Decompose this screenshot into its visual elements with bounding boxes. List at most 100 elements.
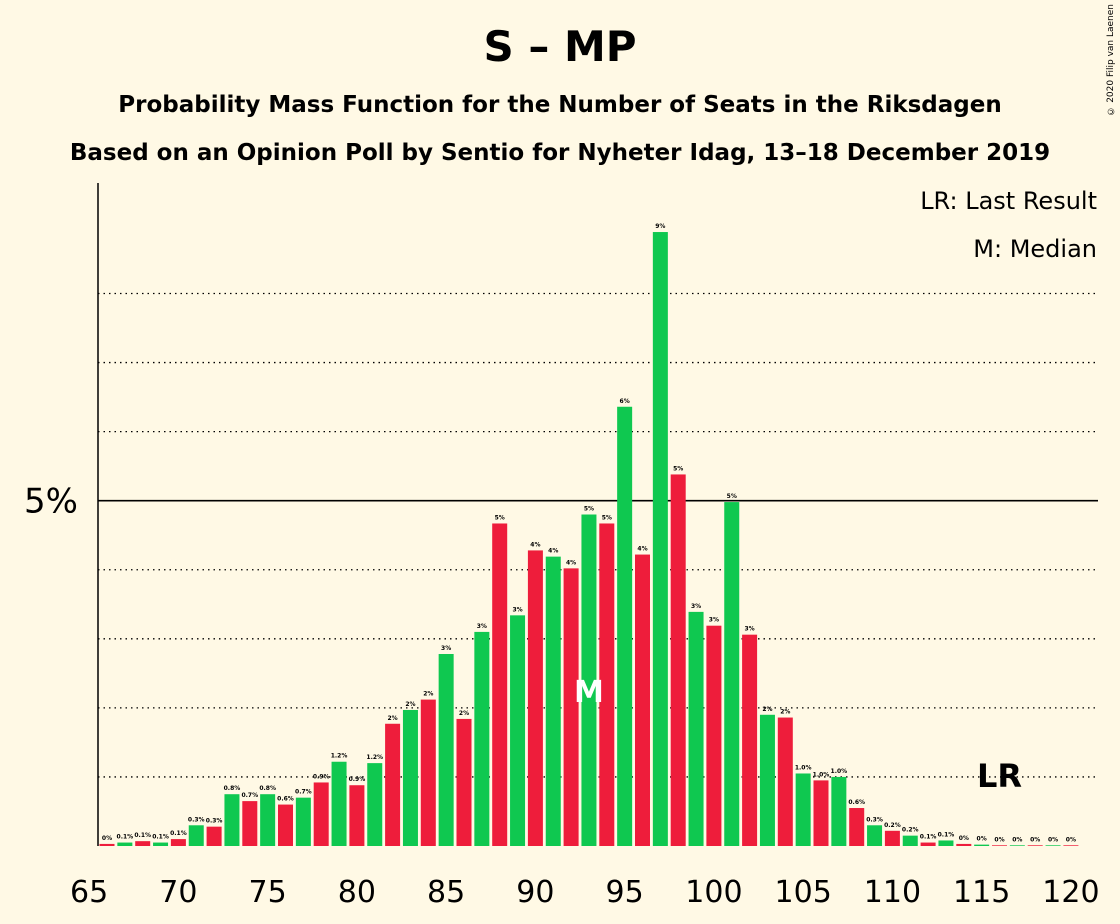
x-tick-120: 120	[1042, 875, 1099, 910]
bar-label-106: 1.0%	[813, 771, 830, 778]
bar-label-76: 0.6%	[277, 796, 294, 803]
bar-labels-group: 0% 0.1% 0.1% 0.1% 0.1%0.3% 0.3%0.8%0.7%0.8%0.…	[102, 223, 1076, 843]
bar-107	[831, 776, 847, 846]
bar-label-109: 0.3%	[866, 816, 883, 823]
bar-label-120: 0%	[1066, 836, 1076, 843]
bar-78	[313, 782, 329, 846]
bar-label-93: 5%	[584, 506, 594, 513]
legend-last-result: LR: Last Result	[920, 187, 1097, 215]
bar-97	[652, 232, 668, 847]
bar-label-83: 2%	[405, 701, 415, 708]
bar-label-116: 0%	[994, 836, 1004, 843]
bar-label-75: 0.8%	[259, 785, 276, 792]
bar-label-81: 1.2%	[366, 754, 383, 761]
bar-label-86: 2%	[459, 710, 469, 717]
bar-label-92: 4%	[566, 559, 576, 566]
x-tick-85: 85	[427, 875, 465, 910]
bar-label-114: 0%	[959, 835, 969, 842]
last-result-marker: LR	[977, 757, 1022, 795]
bar-label-89: 3%	[512, 606, 522, 613]
bar-104	[777, 717, 793, 846]
bar-label-69: 0.1%	[152, 834, 169, 841]
bar-67	[117, 842, 133, 846]
bar-84	[420, 699, 436, 846]
bar-112	[920, 842, 936, 846]
bar-label-112: 0.1%	[920, 834, 937, 841]
bar-95	[617, 406, 633, 846]
bar-label-99: 3%	[691, 603, 701, 610]
bar-label-111: 0.2%	[902, 827, 919, 834]
bar-113	[938, 840, 954, 846]
bar-106	[813, 780, 829, 846]
bar-label-77: 0.7%	[295, 789, 312, 796]
chart-subtitle-source: Based on an Opinion Poll by Sentio for N…	[69, 140, 1051, 166]
bar-label-66: 0%	[102, 835, 112, 842]
bar-label-94: 5%	[602, 514, 612, 521]
bar-label-117: 0%	[1012, 836, 1022, 843]
bar-66	[99, 843, 115, 846]
bar-103	[759, 714, 775, 846]
bar-81	[367, 763, 383, 846]
bar-79	[331, 761, 347, 846]
bar-label-80: 0.9%	[349, 776, 366, 783]
bar-label-107: 1.0%	[831, 768, 848, 775]
bar-label-108: 0.6%	[848, 799, 865, 806]
bar-label-119: 0%	[1048, 836, 1058, 843]
legend-median: M: Median	[973, 235, 1097, 263]
chart-title: S – MP	[483, 22, 637, 71]
bar-label-95: 6%	[620, 398, 630, 405]
bar-label-91: 4%	[548, 548, 558, 555]
x-tick-100: 100	[685, 875, 742, 910]
bar-73	[224, 794, 240, 846]
bar-117	[1009, 845, 1025, 846]
bars-group	[99, 232, 1079, 847]
bar-99	[688, 611, 704, 846]
bar-label-84: 2%	[423, 691, 433, 698]
bar-89	[510, 615, 526, 846]
bar-93	[581, 514, 597, 846]
bar-72	[206, 826, 222, 846]
bar-label-85: 3%	[441, 645, 451, 652]
bar-77	[295, 797, 311, 846]
x-tick-80: 80	[338, 875, 376, 910]
bar-label-98: 5%	[673, 465, 683, 472]
x-tick-90: 90	[516, 875, 554, 910]
x-tick-65: 65	[70, 875, 108, 910]
bar-label-72: 0.3%	[206, 818, 223, 825]
bar-label-97: 9%	[655, 223, 665, 230]
bar-label-110: 0.2%	[884, 822, 901, 829]
bar-108	[849, 808, 865, 846]
bar-label-74: 0.7%	[241, 792, 258, 799]
bar-100	[706, 625, 722, 846]
bar-119	[1045, 845, 1061, 846]
bar-label-78: 0.9%	[313, 773, 330, 780]
gridlines	[98, 292, 1098, 778]
bar-label-90: 4%	[530, 541, 540, 548]
bar-label-79: 1.2%	[331, 753, 348, 760]
bar-96	[635, 554, 650, 846]
bar-74	[242, 801, 258, 846]
bar-label-82: 2%	[388, 715, 398, 722]
bar-label-73: 0.8%	[224, 785, 241, 792]
bar-label-70: 0.1%	[170, 830, 187, 837]
bar-111	[902, 835, 918, 846]
bar-109	[867, 825, 883, 846]
bar-label-100: 3%	[709, 617, 719, 624]
bar-94	[599, 523, 615, 846]
bar-70	[170, 839, 186, 846]
bar-102	[742, 634, 758, 846]
bar-120	[1063, 845, 1079, 846]
bar-101	[724, 502, 740, 846]
bar-91	[545, 556, 561, 846]
bar-label-96: 4%	[637, 546, 647, 553]
bar-76	[278, 804, 293, 846]
bar-label-113: 0.1%	[938, 831, 955, 838]
bar-92	[563, 568, 579, 846]
bar-87	[474, 631, 490, 846]
x-tick-75: 75	[249, 875, 287, 910]
bar-110	[884, 830, 900, 846]
bar-82	[385, 723, 401, 846]
x-tick-110: 110	[864, 875, 921, 910]
bar-83	[402, 709, 418, 846]
